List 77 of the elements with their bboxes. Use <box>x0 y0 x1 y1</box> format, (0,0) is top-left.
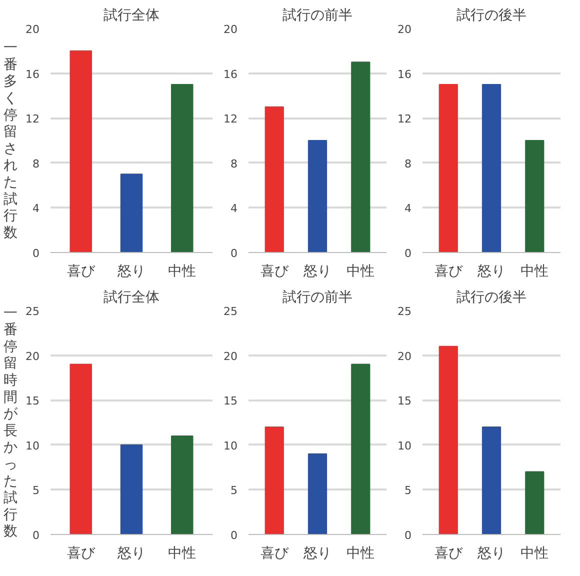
bar <box>482 426 502 534</box>
x-tick-label: 喜び <box>260 264 290 280</box>
y-tick-label: 16 <box>398 68 412 81</box>
bar <box>308 453 328 534</box>
text: 一番多く停留された試行数 <box>4 40 18 241</box>
y-tick-label: 0 <box>404 247 412 260</box>
bar <box>170 435 194 534</box>
x-tick-label: 喜び <box>66 264 96 280</box>
x-tick-label: 中性 <box>520 546 549 562</box>
y-tick-label: 25 <box>224 305 238 318</box>
y-tick-label: 12 <box>398 112 412 126</box>
y-tick-label: 5 <box>32 484 40 498</box>
y-tick-label: 12 <box>224 112 238 126</box>
x-tick-label: 中性 <box>168 546 196 562</box>
text: 一番停留時間が長かった試行数 <box>4 305 18 540</box>
chart-title: 試行の前半 <box>282 290 352 306</box>
y-tick-label: 20 <box>26 23 40 36</box>
bar <box>264 426 284 534</box>
chart-title: 試行の後半 <box>456 8 526 24</box>
bar <box>70 50 92 252</box>
y-tick-label: 20 <box>224 350 238 363</box>
bar <box>170 84 194 252</box>
y-tick-label: 4 <box>32 202 40 216</box>
x-tick-label: 怒り <box>116 264 146 280</box>
y-tick-label: 0 <box>32 247 40 260</box>
y-tick-label: 16 <box>224 68 238 81</box>
y-tick-label: 4 <box>404 202 412 216</box>
bar <box>351 364 370 534</box>
y-tick-label: 20 <box>398 23 412 36</box>
chart-title: 試行の前半 <box>282 8 352 24</box>
y-tick-label: 8 <box>404 157 412 170</box>
y-tick-label: 15 <box>26 394 40 408</box>
y-tick-label: 5 <box>404 484 412 498</box>
x-tick-label: 中性 <box>168 264 196 280</box>
x-tick-label: 怒り <box>476 264 506 280</box>
y-tick-label: 8 <box>32 157 40 170</box>
x-tick-label: 喜び <box>66 546 96 562</box>
x-tick-label: 中性 <box>346 264 375 280</box>
x-tick-label: 中性 <box>520 264 549 280</box>
y-tick-label: 0 <box>230 529 238 542</box>
chart-title: 試行の後半 <box>456 290 526 306</box>
x-tick-label: 喜び <box>434 264 464 280</box>
y-tick-label: 20 <box>224 23 238 36</box>
bar <box>525 471 544 534</box>
x-tick-label: 怒り <box>302 264 332 280</box>
x-tick-label: 喜び <box>434 546 464 562</box>
x-tick-label: 怒り <box>116 546 146 562</box>
y-tick-label: 10 <box>224 439 238 452</box>
y-tick-label: 12 <box>26 112 40 126</box>
y-tick-label: 0 <box>230 247 238 260</box>
x-tick-label: 怒り <box>476 546 506 562</box>
y-tick-label: 20 <box>398 350 412 363</box>
y-tick-label: 16 <box>26 68 40 81</box>
x-tick-label: 喜び <box>260 546 290 562</box>
y-tick-label: 0 <box>32 529 40 542</box>
bar <box>120 444 143 534</box>
y-tick-label: 15 <box>224 394 238 408</box>
chart-title: 試行全体 <box>104 8 160 24</box>
y-tick-label: 10 <box>398 439 412 452</box>
chart-title: 試行全体 <box>104 290 160 306</box>
bar <box>264 106 284 252</box>
y-tick-label: 25 <box>398 305 412 318</box>
y-tick-label: 20 <box>26 350 40 363</box>
bar <box>308 140 328 252</box>
bar <box>438 346 458 534</box>
x-tick-label: 怒り <box>302 546 332 562</box>
y-tick-label: 15 <box>398 394 412 408</box>
y-tick-label: 5 <box>230 484 238 498</box>
bar <box>70 364 92 534</box>
y-tick-label: 4 <box>230 202 238 216</box>
y-tick-label: 8 <box>230 157 238 170</box>
bar <box>120 174 143 252</box>
bar <box>351 62 370 252</box>
x-tick-label: 中性 <box>346 546 375 562</box>
y-tick-label: 0 <box>404 529 412 542</box>
y-tick-label: 10 <box>26 439 40 452</box>
y-tick-label: 25 <box>26 305 40 318</box>
